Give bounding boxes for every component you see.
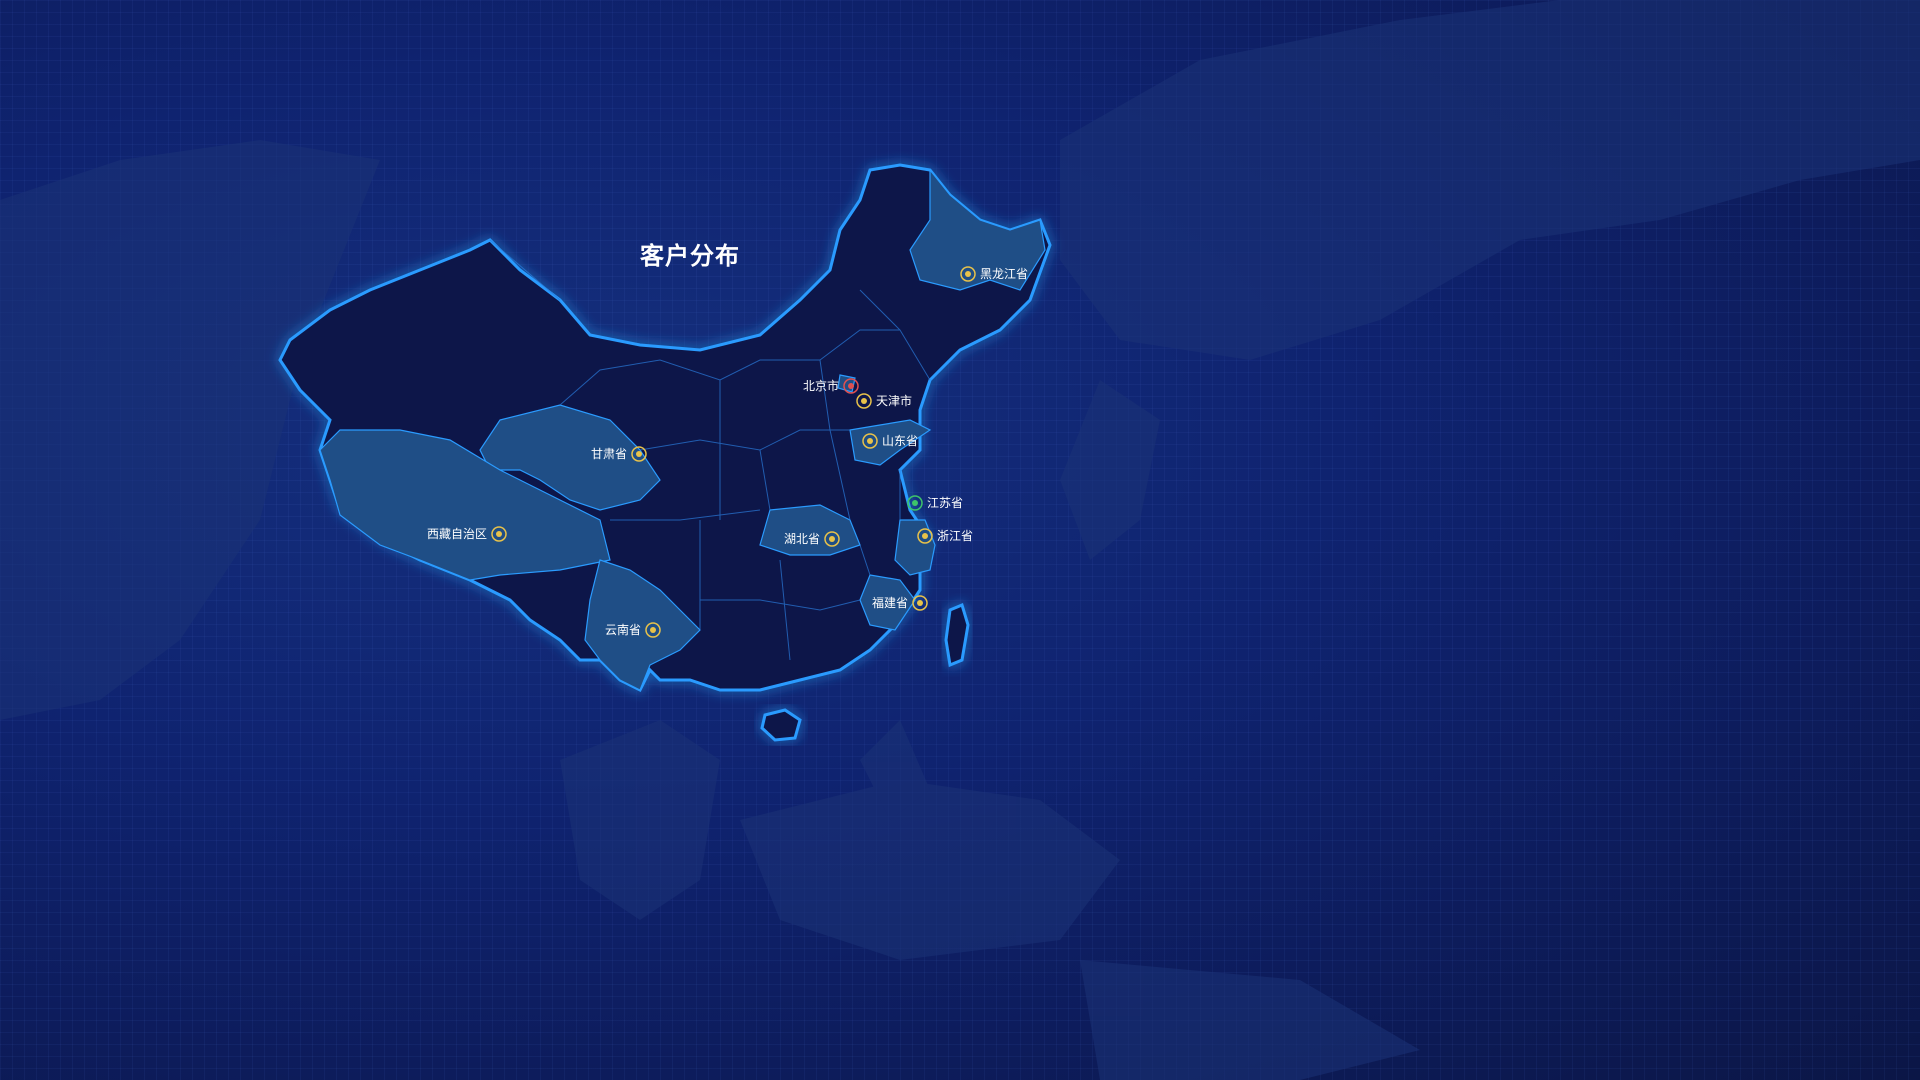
province-borders — [489, 239, 931, 661]
marker-7[interactable]: 湖北省 — [784, 531, 840, 547]
province-tibet — [319, 429, 611, 581]
marker-dot — [917, 600, 923, 606]
marker-0[interactable]: 北京市 — [803, 378, 859, 394]
marker-dot — [912, 500, 918, 506]
marker-dot — [848, 383, 854, 389]
province-heilongjiang — [909, 168, 1046, 291]
marker-label: 甘肃省 — [591, 447, 627, 461]
marker-label: 浙江省 — [937, 529, 973, 543]
marker-label: 黑龙江省 — [980, 267, 1028, 281]
marker-ring — [912, 595, 928, 611]
marker-4[interactable]: 甘肃省 — [591, 446, 647, 462]
marker-label: 西藏自治区 — [427, 527, 487, 541]
marker-dot — [867, 438, 873, 444]
marker-ring — [856, 393, 872, 409]
marker-label: 云南省 — [605, 622, 641, 637]
marker-dot — [965, 271, 971, 277]
province-shandong — [849, 419, 932, 466]
marker-label: 福建省 — [872, 595, 908, 610]
marker-dot — [496, 531, 502, 537]
marker-3[interactable]: 山东省 — [862, 433, 918, 449]
marker-5[interactable]: 江苏省 — [907, 495, 963, 511]
marker-dot — [922, 533, 928, 539]
marker-label: 北京市 — [803, 378, 839, 393]
highlighted-provinces[interactable] — [319, 168, 1046, 691]
marker-ring — [907, 495, 923, 511]
marker-ring — [960, 266, 976, 282]
marker-ring — [917, 528, 933, 544]
marker-ring — [843, 378, 859, 394]
marker-dot — [636, 451, 642, 457]
marker-dot — [861, 398, 867, 404]
marker-ring — [491, 526, 507, 542]
province-yunnan — [584, 559, 701, 691]
marker-label: 湖北省 — [784, 531, 820, 546]
marker-9[interactable]: 福建省 — [872, 595, 928, 611]
marker-8[interactable]: 西藏自治区 — [427, 526, 507, 542]
marker-dot — [829, 536, 835, 542]
marker-1[interactable]: 天津市 — [856, 393, 912, 409]
marker-label: 江苏省 — [927, 496, 963, 510]
marker-ring — [631, 446, 647, 462]
marker-6[interactable]: 浙江省 — [917, 528, 973, 544]
marker-10[interactable]: 云南省 — [605, 622, 661, 638]
marker-2[interactable]: 黑龙江省 — [960, 266, 1028, 282]
marker-label: 山东省 — [882, 434, 918, 448]
province-zhejiang — [894, 519, 936, 576]
province-hubei — [759, 504, 861, 556]
marker-ring — [645, 622, 661, 638]
marker-label: 天津市 — [876, 393, 912, 408]
marker-ring — [824, 531, 840, 547]
marker-dot — [650, 627, 656, 633]
marker-ring — [862, 433, 878, 449]
map-title: 客户分布 — [640, 242, 740, 270]
